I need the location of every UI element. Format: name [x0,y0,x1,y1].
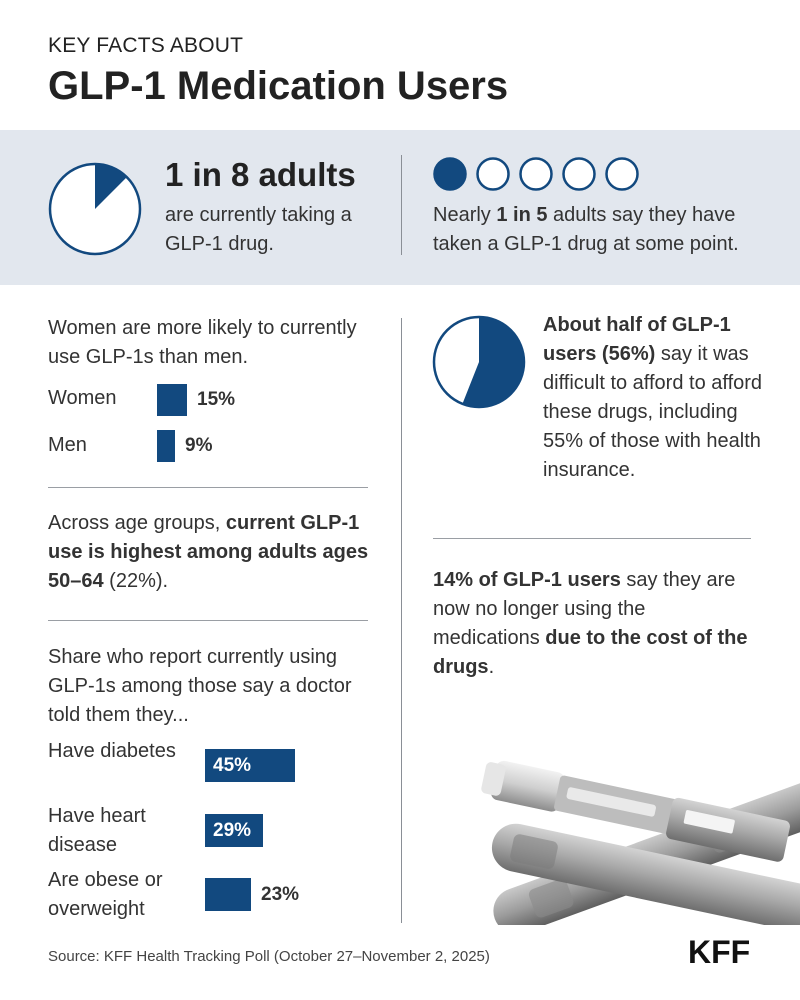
divider [48,487,368,488]
afford-pie-slice [462,317,524,407]
filled-circle [433,157,467,191]
afford-text: About half of GLP-1 users (56%) say it w… [543,311,768,485]
ever-used-post: adults say they have taken a GLP-1 drug … [433,204,739,255]
gender-intro: Women are more likely to currently use G… [48,317,357,368]
current-users-pie-icon [48,162,142,256]
gender-bar-women [157,384,187,416]
cost-bold-2: due to the cost of the drugs [433,627,748,678]
condition-label: Have diabetes [48,740,176,762]
condition-bar-obese [205,878,251,911]
current-users-pie-slice [95,164,127,209]
glp1-pens-image [481,760,800,925]
current-users-headline: 1 in 8 adults [165,156,356,193]
afford-bold: About half of GLP-1 users (56%) [543,314,731,365]
condition-label: Are obese or overweight [48,869,163,920]
condition-value-heart-disease: 29% [213,820,252,841]
age-post: (22%). [103,570,169,592]
condition-bar-heart-disease [205,814,263,847]
column-divider [401,318,402,923]
kicker: KEY FACTS ABOUT [48,34,244,57]
gender-row-label: Women [48,387,117,409]
empty-circle [605,157,639,191]
age-text: Across age groups, current GLP-1 use is … [48,509,378,596]
cost-bold-1: 14% of GLP-1 users [433,569,621,591]
ever-used-bold: 1 in 5 [496,204,548,226]
condition-value-diabetes: 45% [213,755,252,776]
age-bold: current GLP-1 use is highest among adult… [48,512,369,592]
ever-used-circles [433,157,639,191]
gender-value-men: 9% [185,435,213,456]
gender-bar-men [157,430,175,462]
kff-logo: KFF [688,934,751,970]
afford-pie-icon [432,315,526,409]
gender-row-label: Men [48,434,87,456]
condition-bar-diabetes [205,749,295,782]
page-title: GLP-1 Medication Users [48,64,509,108]
ever-used-text: Nearly 1 in 5 adults say they have taken… [433,201,773,259]
gender-value-women: 15% [197,389,236,410]
current-users-text: are currently taking a GLP-1 drug. [165,204,352,255]
ever-used-pre: Nearly [433,204,497,226]
empty-circle [476,157,510,191]
band-divider [401,155,402,255]
source-note: Source: KFF Health Tracking Poll (Octobe… [48,948,490,965]
afford-post: say it was difficult to afford to afford… [543,343,763,481]
age-pre: Across age groups, [48,512,226,534]
divider [48,620,368,621]
condition-value-obese: 23% [261,884,300,905]
empty-circle [562,157,596,191]
condition-label: Have heart disease [48,805,146,856]
cost-text: 14% of GLP-1 users say they are now no l… [433,566,753,682]
conditions-intro: Share who report currently using GLP-1s … [48,646,352,726]
cost-post: . [488,656,495,678]
divider [433,538,751,539]
empty-circle [519,157,553,191]
cost-mid: say they are now no longer using the med… [433,569,736,649]
